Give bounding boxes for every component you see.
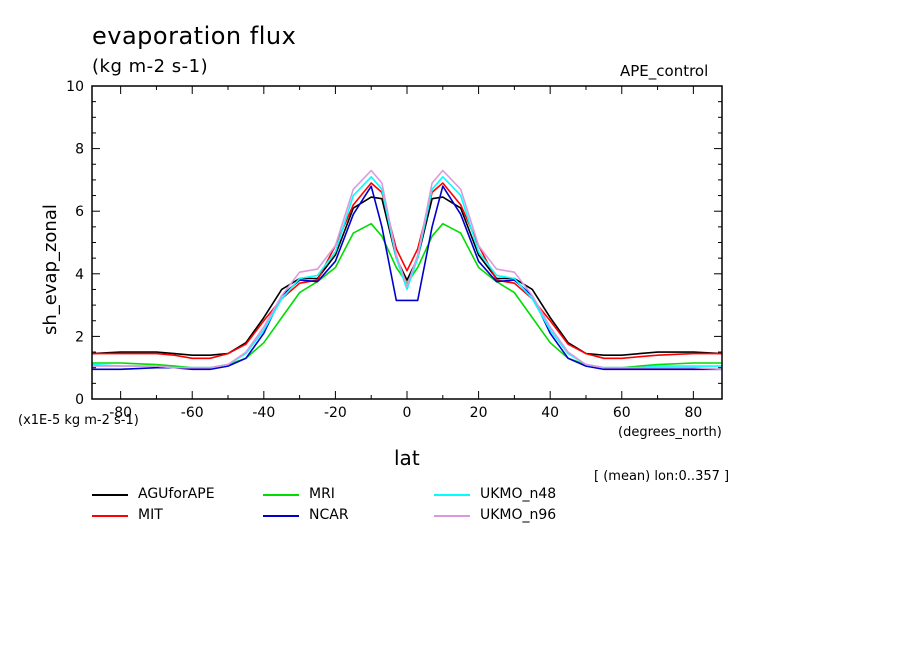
legend-label: NCAR [309,507,349,523]
y-tick-label: 2 [75,329,84,345]
y-tick-label: 6 [75,204,84,220]
legend-swatch [92,494,128,496]
x-tick-label: 60 [613,405,631,421]
x-tick-label: -40 [252,405,275,421]
y-tick-label: 8 [75,142,84,158]
series-layer [91,169,723,371]
x-tick-label: -60 [181,405,204,421]
averaging-note: [ (mean) lon:0..357 ] [594,469,730,484]
legend-swatch [263,515,299,517]
x-axis-label: lat [394,446,420,470]
legend-swatch [92,515,128,517]
legend-label: MRI [309,486,335,502]
series-line-ukmo-n96 [92,169,723,371]
legend-label: UKMO_n96 [480,507,557,523]
y-axis-label: sh_evap_zonal [40,204,61,335]
series-line-aguforape [91,196,723,357]
y-tick-label: 4 [75,267,84,283]
y-tick-label: 10 [66,79,84,95]
y-scale-note: (x1E-5 kg m-2 s-1) [18,413,139,428]
x-tick-label: 80 [684,405,702,421]
x-axis-units: (degrees_north) [618,425,722,440]
x-tick-label: -80 [109,405,132,421]
chart-title: evaporation flux [92,22,297,50]
x-tick-label: 0 [403,405,412,421]
legend-swatch [434,515,470,517]
series-line-ncar [92,185,722,371]
plot-frame [91,85,723,400]
legend-swatch [434,494,470,496]
series-line-ukmo-n48 [91,176,722,369]
x-tick-label: 20 [470,405,488,421]
x-tick-label: 40 [541,405,559,421]
x-tick-label: -20 [324,405,347,421]
axis-layer: -80 -60 -40 -20 0 20 40 60 80 0 2 4 6 8 10 [66,79,722,421]
chart-units: (kg m-2 s-1) [92,56,209,77]
series-line-mri [92,222,722,369]
series-line-mit [92,182,722,360]
legend-swatch [263,494,299,496]
dataset-label: APE_control [620,62,709,80]
y-tick-label: 0 [75,392,84,408]
legend-label: AGUforAPE [138,486,215,502]
legend-label: MIT [138,507,163,523]
legend-label: UKMO_n48 [480,486,557,502]
